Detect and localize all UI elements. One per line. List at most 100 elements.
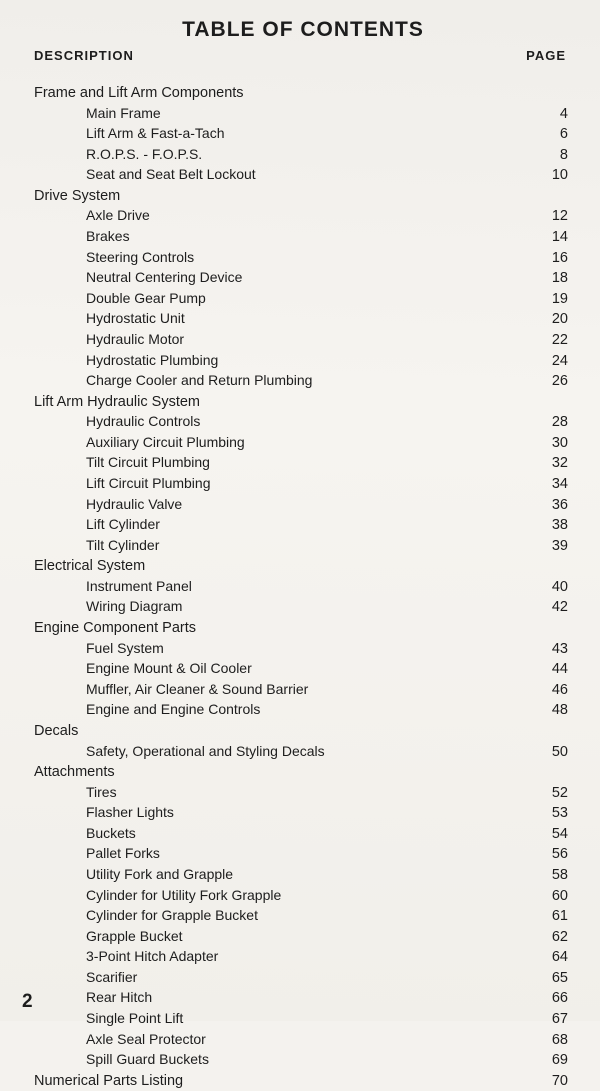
toc-entry-label: Scarifier (34, 968, 528, 988)
toc-body: Frame and Lift Arm ComponentsMain Frame4… (34, 83, 572, 1091)
toc-entry-page: 56 (528, 844, 572, 865)
toc-entry: Scarifier65 (34, 968, 572, 989)
toc-entry-label: Hydraulic Motor (34, 330, 528, 350)
toc-entry-label: Neutral Centering Device (34, 268, 528, 288)
column-header-row: DESCRIPTION PAGE (34, 48, 572, 63)
toc-entry-page: 19 (528, 289, 572, 310)
toc-entry-page: 20 (528, 309, 572, 330)
toc-entry-label: Steering Controls (34, 248, 528, 268)
toc-entry: Hydraulic Valve36 (34, 495, 572, 516)
toc-entry: Hydraulic Controls28 (34, 412, 572, 433)
toc-entry-page: 40 (528, 577, 572, 598)
toc-entry-label: Rear Hitch (34, 988, 528, 1008)
toc-entry: Instrument Panel40 (34, 577, 572, 598)
toc-entry-label: Hydraulic Valve (34, 495, 528, 515)
toc-entry-label: 3-Point Hitch Adapter (34, 947, 528, 967)
toc-entry-label: Cylinder for Utility Fork Grapple (34, 886, 528, 906)
toc-entry: 3-Point Hitch Adapter64 (34, 947, 572, 968)
toc-entry: Seat and Seat Belt Lockout10 (34, 165, 572, 186)
toc-entry-label: Wiring Diagram (34, 597, 528, 617)
toc-entry-page: 6 (528, 124, 572, 145)
toc-entry-page: 61 (528, 906, 572, 927)
toc-entry: Cylinder for Utility Fork Grapple60 (34, 886, 572, 907)
toc-entry-label: Muffler, Air Cleaner & Sound Barrier (34, 680, 528, 700)
toc-entry: Engine Mount & Oil Cooler44 (34, 659, 572, 680)
toc-entry-page: 36 (528, 495, 572, 516)
toc-entry-label: R.O.P.S. - F.O.P.S. (34, 145, 528, 165)
toc-entry-page: 16 (528, 248, 572, 269)
toc-entry: Wiring Diagram42 (34, 597, 572, 618)
toc-entry-page: 38 (528, 515, 572, 536)
toc-page: TABLE OF CONTENTS DESCRIPTION PAGE Frame… (0, 0, 600, 1021)
toc-entry: Cylinder for Grapple Bucket61 (34, 906, 572, 927)
toc-entry-label: Main Frame (34, 104, 528, 124)
section-title: Engine Component Parts (34, 618, 572, 639)
toc-entry-page: 42 (528, 597, 572, 618)
toc-entry-page: 66 (528, 988, 572, 1009)
toc-entry: Rear Hitch66 (34, 988, 572, 1009)
toc-entry-page: 28 (528, 412, 572, 433)
toc-entry-page: 12 (528, 206, 572, 227)
toc-entry-label: Tilt Circuit Plumbing (34, 453, 528, 473)
toc-entry-label: Buckets (34, 824, 528, 844)
column-header-description: DESCRIPTION (34, 48, 134, 63)
toc-entry: Flasher Lights53 (34, 803, 572, 824)
toc-entry-page: 26 (528, 371, 572, 392)
toc-entry: Hydrostatic Unit20 (34, 309, 572, 330)
toc-entry-page: 58 (528, 865, 572, 886)
toc-entry-label: Axle Seal Protector (34, 1030, 528, 1050)
section-title: Attachments (34, 762, 572, 783)
toc-entry: Numerical Parts Listing70 (34, 1071, 572, 1091)
toc-entry-label: Auxiliary Circuit Plumbing (34, 433, 528, 453)
toc-entry-label: Lift Arm & Fast-a-Tach (34, 124, 528, 144)
toc-entry-label: Cylinder for Grapple Bucket (34, 906, 528, 926)
toc-entry: Neutral Centering Device18 (34, 268, 572, 289)
toc-entry-label: Numerical Parts Listing (34, 1071, 528, 1091)
toc-entry-label: Brakes (34, 227, 528, 247)
toc-entry: Spill Guard Buckets69 (34, 1050, 572, 1071)
toc-entry-page: 10 (528, 165, 572, 186)
section-title: Frame and Lift Arm Components (34, 83, 572, 104)
toc-entry-page: 70 (528, 1071, 572, 1091)
toc-entry-label: Double Gear Pump (34, 289, 528, 309)
toc-entry: Grapple Bucket62 (34, 927, 572, 948)
toc-entry-page: 52 (528, 783, 572, 804)
toc-entry: Single Point Lift67 (34, 1009, 572, 1030)
toc-entry: Main Frame4 (34, 104, 572, 125)
toc-entry-page: 67 (528, 1009, 572, 1030)
toc-entry: Buckets54 (34, 824, 572, 845)
toc-entry-label: Pallet Forks (34, 844, 528, 864)
toc-entry: Safety, Operational and Styling Decals50 (34, 742, 572, 763)
toc-entry-page: 32 (528, 453, 572, 474)
toc-entry: Axle Seal Protector68 (34, 1030, 572, 1051)
toc-entry-page: 22 (528, 330, 572, 351)
toc-entry: R.O.P.S. - F.O.P.S.8 (34, 145, 572, 166)
toc-entry-page: 65 (528, 968, 572, 989)
toc-entry-label: Tilt Cylinder (34, 536, 528, 556)
toc-entry: Tires52 (34, 783, 572, 804)
toc-entry-label: Lift Circuit Plumbing (34, 474, 528, 494)
toc-entry-page: 48 (528, 700, 572, 721)
toc-entry: Utility Fork and Grapple58 (34, 865, 572, 886)
page-title: TABLE OF CONTENTS (34, 18, 572, 42)
toc-entry: Lift Arm & Fast-a-Tach6 (34, 124, 572, 145)
toc-entry-label: Charge Cooler and Return Plumbing (34, 371, 528, 391)
toc-entry-label: Flasher Lights (34, 803, 528, 823)
toc-entry-page: 69 (528, 1050, 572, 1071)
toc-entry: Lift Circuit Plumbing34 (34, 474, 572, 495)
toc-entry: Fuel System43 (34, 639, 572, 660)
toc-entry: Charge Cooler and Return Plumbing26 (34, 371, 572, 392)
toc-entry-page: 60 (528, 886, 572, 907)
toc-entry-page: 18 (528, 268, 572, 289)
toc-entry-label: Fuel System (34, 639, 528, 659)
toc-entry-page: 8 (528, 145, 572, 166)
toc-entry: Tilt Circuit Plumbing32 (34, 453, 572, 474)
toc-entry-page: 24 (528, 351, 572, 372)
toc-entry-label: Seat and Seat Belt Lockout (34, 165, 528, 185)
page-number: 2 (22, 991, 33, 1013)
toc-entry-page: 14 (528, 227, 572, 248)
toc-entry-page: 68 (528, 1030, 572, 1051)
toc-entry-page: 34 (528, 474, 572, 495)
toc-entry-label: Utility Fork and Grapple (34, 865, 528, 885)
toc-entry: Lift Cylinder38 (34, 515, 572, 536)
